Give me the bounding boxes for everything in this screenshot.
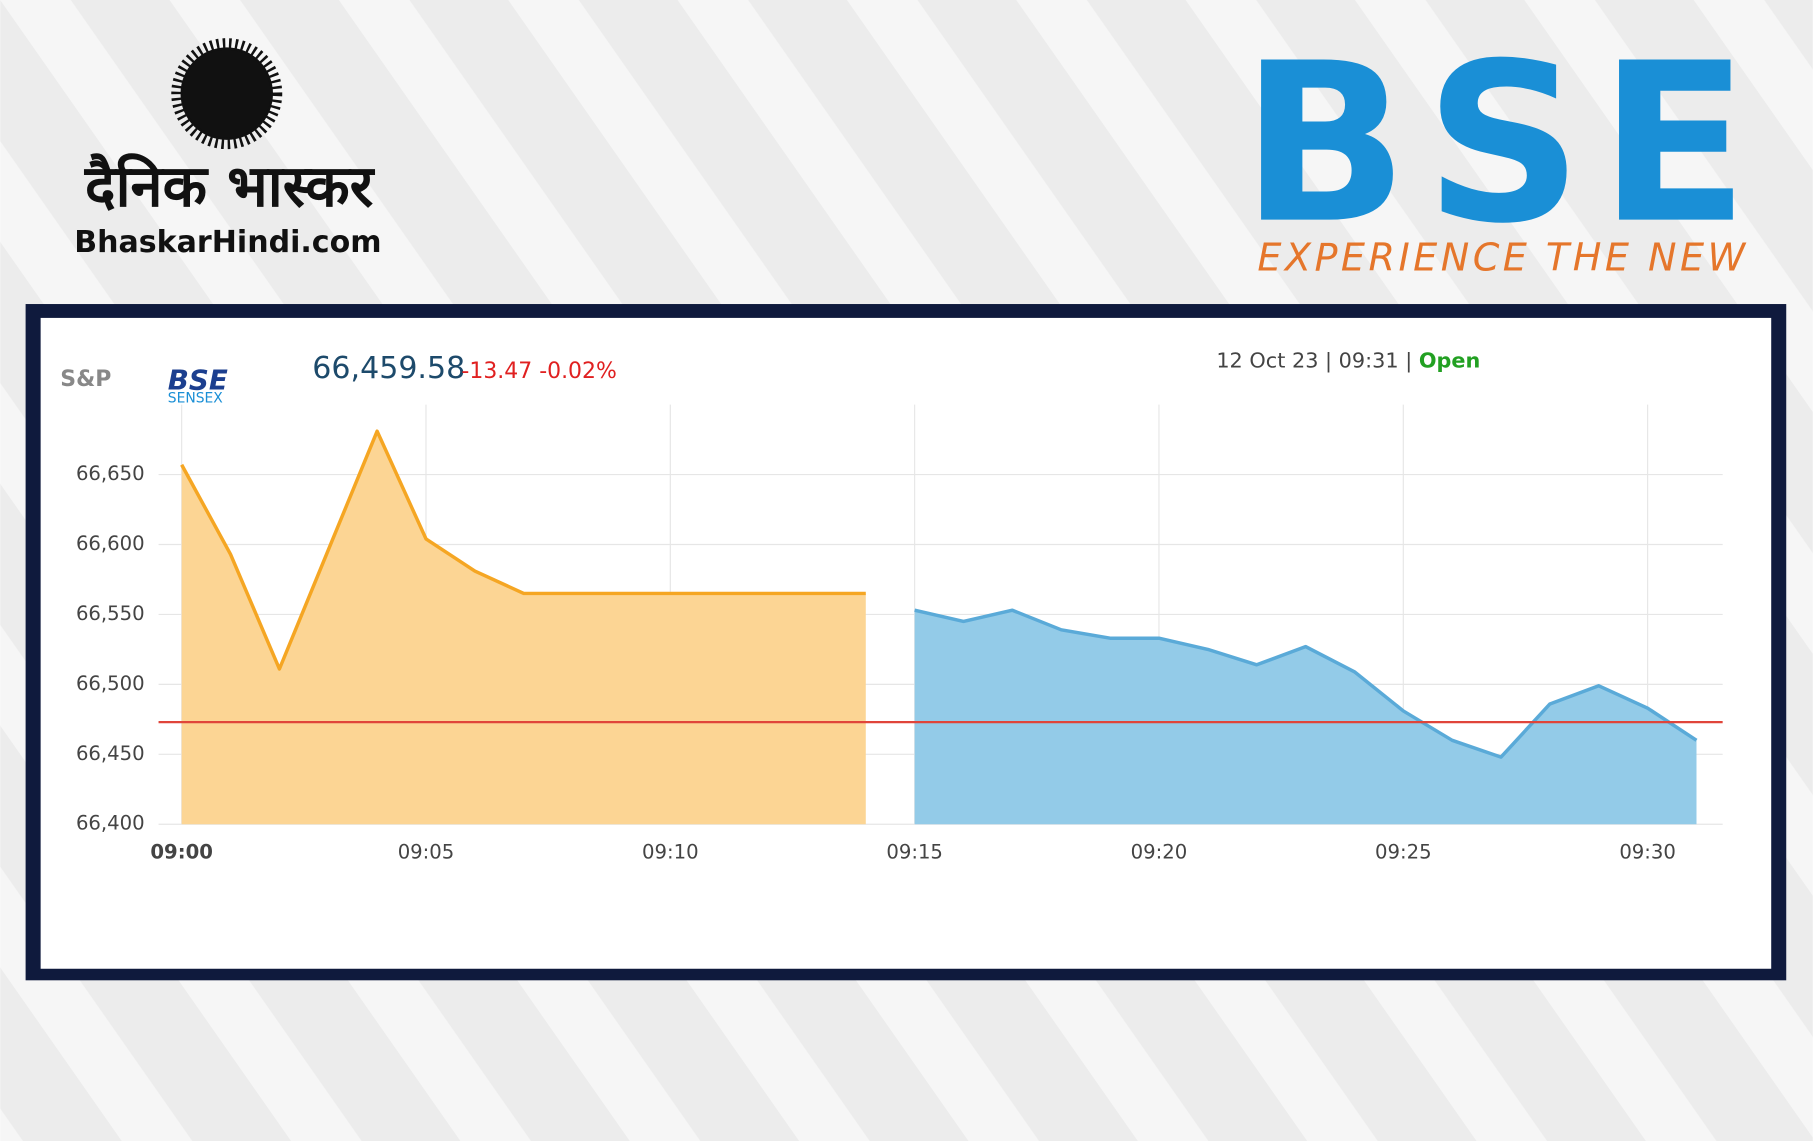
bse-wordmark: BSE <box>1241 16 1765 272</box>
x-tick-label: 09:20 <box>1131 841 1188 864</box>
x-tick-label: 09:00 <box>150 841 213 864</box>
timestamp-line: 12 Oct 23 | 09:31 | Open <box>1216 349 1480 374</box>
widget-header: S&P BSE SENSEX 66,459.58 -13.47 -0.02% 1… <box>60 349 1480 407</box>
x-tick-label: 09:10 <box>642 841 699 864</box>
x-tick-label: 09:25 <box>1375 841 1432 864</box>
y-tick-label: 66,450 <box>76 742 145 765</box>
bse-tagline: EXPERIENCE THE NEW <box>1257 236 1748 280</box>
line <box>180 429 866 671</box>
y-tick-label: 66,400 <box>76 812 145 835</box>
x-tick-label: 09:30 <box>1619 841 1676 864</box>
x-tick-label: 09:15 <box>886 841 943 864</box>
x-tick-label: 09:05 <box>398 841 455 864</box>
y-tick-label: 66,550 <box>76 602 145 625</box>
bse-logo: BSE EXPERIENCE THE NEW <box>1241 16 1765 280</box>
line <box>914 608 1698 759</box>
price-change: -13.47 -0.02% <box>461 359 616 384</box>
y-tick-label: 66,650 <box>76 462 145 485</box>
area <box>181 431 866 825</box>
y-tick-label: 66,600 <box>76 532 145 555</box>
timestamp: 12 Oct 23 | 09:31 | <box>1216 349 1412 374</box>
market-status: Open <box>1419 349 1480 373</box>
change: -13.47 <box>461 359 532 384</box>
change-pct: -0.02% <box>539 359 617 384</box>
sun-core <box>182 49 271 138</box>
index-sub: SENSEX <box>168 390 223 406</box>
brand-hindi: दैनिक भास्कर <box>84 152 376 220</box>
bhaskar-logo: दैनिक भास्कर BhaskarHindi.com <box>74 38 382 260</box>
y-tick-label: 66,500 <box>76 672 145 695</box>
last-price: 66,459.58 <box>312 351 465 386</box>
area <box>914 610 1697 825</box>
index-name: BSE <box>168 364 228 397</box>
index-prefix: S&P <box>60 367 111 392</box>
chart: 66,400 66,450 66,500 66,550 66,600 66,650 09:0… <box>76 404 1723 864</box>
brand-site: BhaskarHindi.com <box>74 225 381 260</box>
